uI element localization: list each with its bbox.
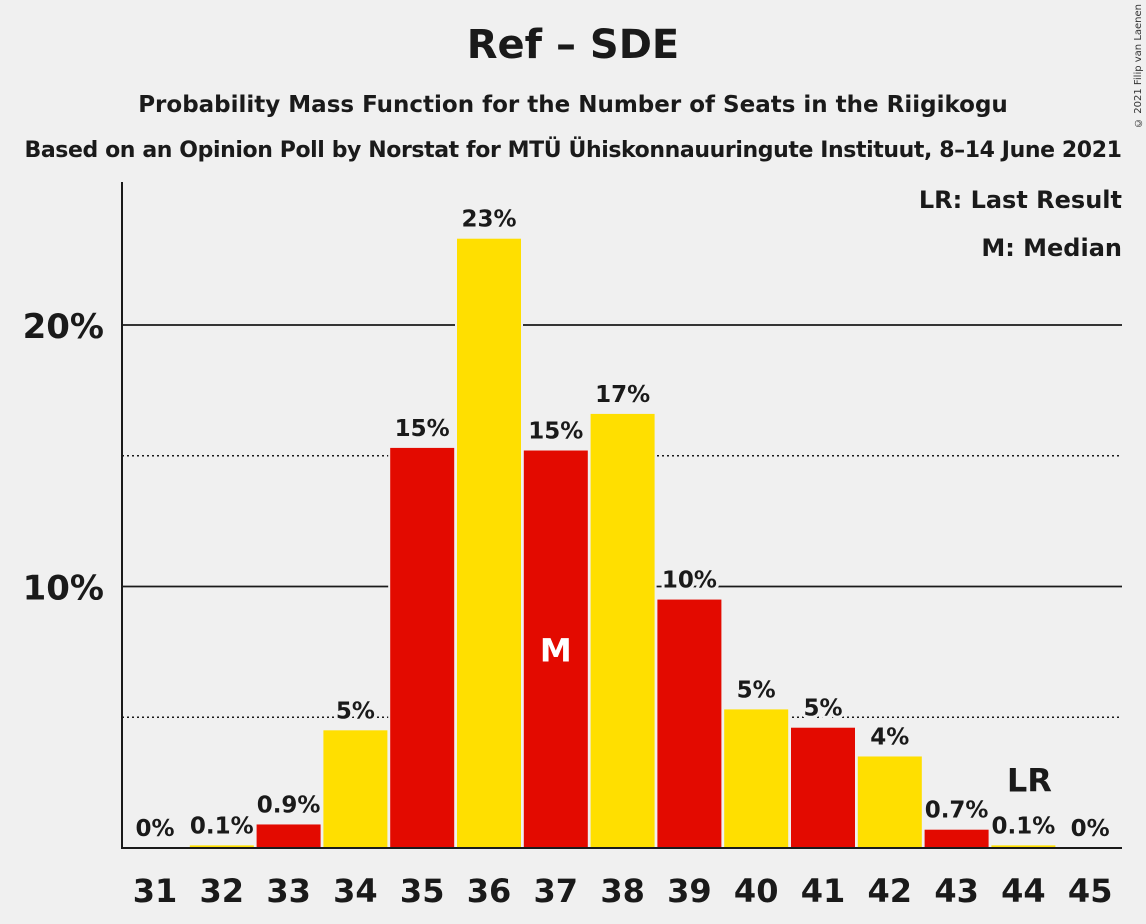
data-label: 15% <box>395 416 450 442</box>
bar <box>791 727 855 848</box>
x-tick-label: 41 <box>801 872 846 910</box>
x-tick-label: 45 <box>1068 872 1113 910</box>
chart-title: Ref – SDE <box>466 22 680 68</box>
bar <box>189 845 254 848</box>
x-tick-label: 42 <box>868 872 913 910</box>
bar <box>657 599 722 848</box>
x-tick-label: 43 <box>934 872 979 910</box>
x-tick-label: 38 <box>600 872 645 910</box>
bar <box>991 845 1056 848</box>
data-label: 0% <box>1071 816 1110 842</box>
data-label: 0.7% <box>925 798 989 824</box>
x-tick-label: 32 <box>200 872 245 910</box>
chart-source: Based on an Opinion Poll by Norstat for … <box>24 138 1122 163</box>
legend-last-result: LR: Last Result <box>918 186 1122 214</box>
bar <box>323 730 388 848</box>
bar <box>724 709 789 848</box>
data-label: 0.9% <box>257 792 321 818</box>
x-tick-label: 31 <box>133 872 178 910</box>
data-label: 5% <box>737 677 776 703</box>
data-label: 5% <box>803 696 842 722</box>
bar <box>924 829 989 848</box>
data-label: 5% <box>336 698 375 724</box>
bar <box>857 756 922 848</box>
data-label: 23% <box>461 207 516 233</box>
bar <box>457 238 521 848</box>
x-tick-label: 36 <box>467 872 512 910</box>
data-label: 0.1% <box>992 813 1056 839</box>
bar <box>256 824 321 848</box>
data-label: 15% <box>528 419 583 445</box>
legend-median: M: Median <box>981 234 1122 262</box>
bar <box>523 450 588 848</box>
x-tick-label: 33 <box>266 872 311 910</box>
x-tick-label: 40 <box>734 872 779 910</box>
y-tick-label: 10% <box>23 569 104 609</box>
bar <box>590 413 655 848</box>
x-tick-label: 44 <box>1001 872 1046 910</box>
last-result-marker: LR <box>1007 761 1052 799</box>
data-label: 10% <box>662 568 717 594</box>
data-label: 0% <box>135 816 174 842</box>
x-tick-label: 37 <box>534 872 579 910</box>
chart-subtitle: Probability Mass Function for the Number… <box>138 92 1008 118</box>
data-label: 17% <box>595 382 650 408</box>
data-label: 4% <box>870 724 909 750</box>
data-label: 0.1% <box>190 813 254 839</box>
y-tick-label: 20% <box>23 307 104 347</box>
x-tick-label: 34 <box>333 872 378 910</box>
x-tick-label: 39 <box>667 872 712 910</box>
x-tick-label: 35 <box>400 872 445 910</box>
median-marker: M <box>540 631 572 669</box>
bar <box>390 447 455 848</box>
